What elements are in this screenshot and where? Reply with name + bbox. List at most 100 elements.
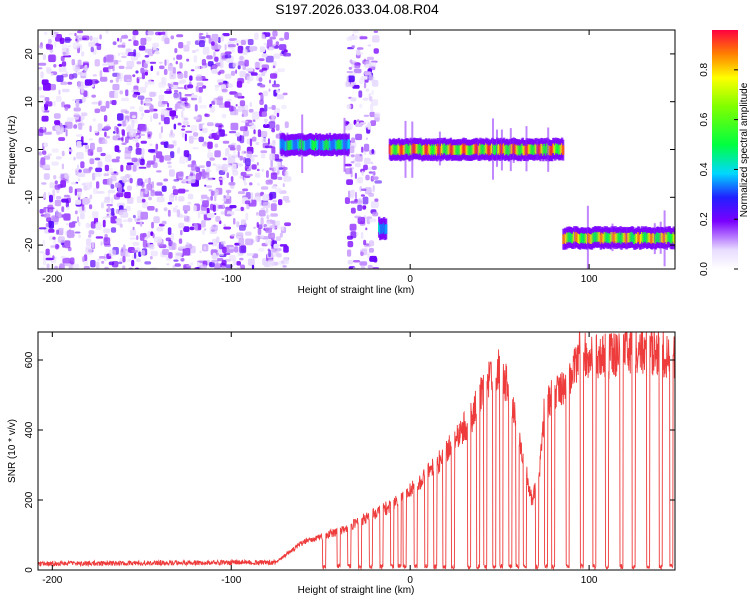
heatmap-cell bbox=[214, 56, 219, 62]
heatmap-cell bbox=[69, 149, 73, 152]
heatmap-cell bbox=[58, 212, 62, 219]
heatmap-cell bbox=[42, 126, 46, 130]
heatmap-cell bbox=[147, 160, 155, 165]
heatmap-cell bbox=[265, 55, 274, 63]
heatmap-cell bbox=[214, 143, 219, 148]
heatmap-cell bbox=[282, 92, 288, 96]
heatmap-cell bbox=[159, 155, 164, 163]
heatmap-cell bbox=[101, 260, 105, 264]
heatmap-cell bbox=[117, 72, 121, 80]
heatmap-cell bbox=[190, 125, 198, 132]
heatmap-cell bbox=[73, 68, 80, 72]
heatmap-cell bbox=[186, 40, 191, 46]
heatmap-cell bbox=[80, 86, 84, 94]
heatmap-cell bbox=[105, 100, 110, 109]
heatmap-cell bbox=[77, 172, 86, 178]
heatmap-cell bbox=[257, 228, 262, 235]
heatmap-cell bbox=[43, 142, 49, 148]
heatmap-cell bbox=[260, 207, 265, 211]
heatmap-cell bbox=[210, 195, 213, 201]
heatmap-cell bbox=[348, 145, 355, 154]
heatmap-cell bbox=[187, 193, 194, 200]
heatmap-cell bbox=[62, 51, 66, 55]
heatmap-cell bbox=[121, 142, 127, 145]
heatmap-cell bbox=[69, 257, 75, 265]
heatmap-cell bbox=[155, 143, 159, 150]
heatmap-cell bbox=[78, 34, 83, 42]
snr-x-ticks: -200 -100 0 100 bbox=[42, 332, 598, 586]
heatmap-cell bbox=[284, 222, 291, 227]
colorbar-tick-label: 0.0 bbox=[699, 262, 710, 276]
heatmap-cell bbox=[371, 149, 375, 154]
heatmap-cell bbox=[120, 52, 128, 55]
heatmap-cell bbox=[82, 256, 85, 262]
heatmap-cell bbox=[46, 44, 53, 50]
heatmap-cell bbox=[365, 88, 370, 92]
heatmap-cell bbox=[80, 161, 85, 169]
heatmap-cell bbox=[370, 161, 374, 165]
heatmap-cell bbox=[190, 69, 195, 72]
heatmap-cell bbox=[90, 151, 93, 156]
heatmap-cell bbox=[264, 104, 268, 112]
heatmap-cell bbox=[108, 261, 115, 266]
heatmap-cell bbox=[345, 168, 352, 175]
heatmap-cell bbox=[171, 242, 177, 250]
heatmap-cell bbox=[206, 213, 215, 218]
colorbar-tick-label: 0.4 bbox=[699, 162, 710, 176]
heatmap-cell bbox=[42, 164, 51, 170]
heatmap-cell bbox=[91, 94, 96, 98]
heatmap-cell bbox=[261, 168, 265, 172]
heatmap-cell bbox=[75, 45, 83, 48]
spectrogram-cells bbox=[38, 30, 675, 269]
heatmap-cell bbox=[90, 221, 96, 229]
heatmap-cell bbox=[162, 139, 167, 142]
heatmap-cell bbox=[115, 156, 121, 160]
heatmap-cell bbox=[67, 81, 73, 85]
heatmap-cell bbox=[53, 256, 57, 259]
heatmap-cell bbox=[176, 54, 183, 60]
heatmap-cell bbox=[257, 224, 263, 230]
heatmap-cell bbox=[135, 70, 139, 74]
heatmap-cell bbox=[142, 232, 147, 238]
heatmap-cell bbox=[189, 226, 195, 231]
heatmap-cell bbox=[202, 200, 209, 208]
heatmap-cell bbox=[222, 157, 227, 161]
heatmap-cell bbox=[41, 106, 45, 113]
heatmap-cell bbox=[172, 67, 176, 74]
heatmap-cell bbox=[167, 144, 174, 149]
heatmap-cell bbox=[54, 180, 58, 185]
colorbar-label: Normalized spectral amplitude bbox=[739, 82, 750, 217]
heatmap-cell bbox=[230, 122, 239, 131]
heatmap-cell bbox=[167, 102, 170, 108]
heatmap-cell bbox=[184, 94, 192, 97]
heatmap-cell bbox=[145, 98, 151, 107]
heatmap-cell bbox=[167, 64, 174, 72]
heatmap-cell bbox=[102, 139, 108, 145]
heatmap-cell bbox=[107, 205, 110, 212]
heatmap-cell bbox=[139, 133, 145, 136]
heatmap-cell bbox=[53, 113, 61, 119]
heatmap-cell bbox=[122, 265, 126, 269]
heatmap-cell bbox=[56, 95, 62, 102]
heatmap-cell bbox=[360, 231, 364, 239]
heatmap-cell bbox=[152, 45, 157, 51]
heatmap-cell bbox=[174, 48, 178, 54]
heatmap-cell bbox=[216, 97, 223, 105]
heatmap-cell bbox=[96, 44, 102, 51]
heatmap-cell bbox=[117, 52, 121, 57]
heatmap-cell bbox=[78, 221, 81, 227]
heatmap-cell bbox=[349, 223, 357, 231]
heatmap-cell bbox=[51, 215, 59, 223]
heatmap-cell bbox=[100, 105, 106, 112]
heatmap-cell bbox=[54, 265, 58, 269]
heatmap-cell bbox=[103, 115, 108, 122]
heatmap-cell bbox=[201, 171, 206, 180]
heatmap-cell bbox=[199, 264, 207, 269]
heatmap-cell bbox=[222, 246, 227, 254]
heatmap-cell bbox=[369, 96, 373, 102]
heatmap-cell bbox=[168, 84, 174, 88]
heatmap-cell bbox=[259, 131, 268, 138]
heatmap-cell bbox=[108, 249, 116, 257]
heatmap-cell bbox=[198, 32, 202, 40]
heatmap-cell bbox=[181, 98, 187, 102]
